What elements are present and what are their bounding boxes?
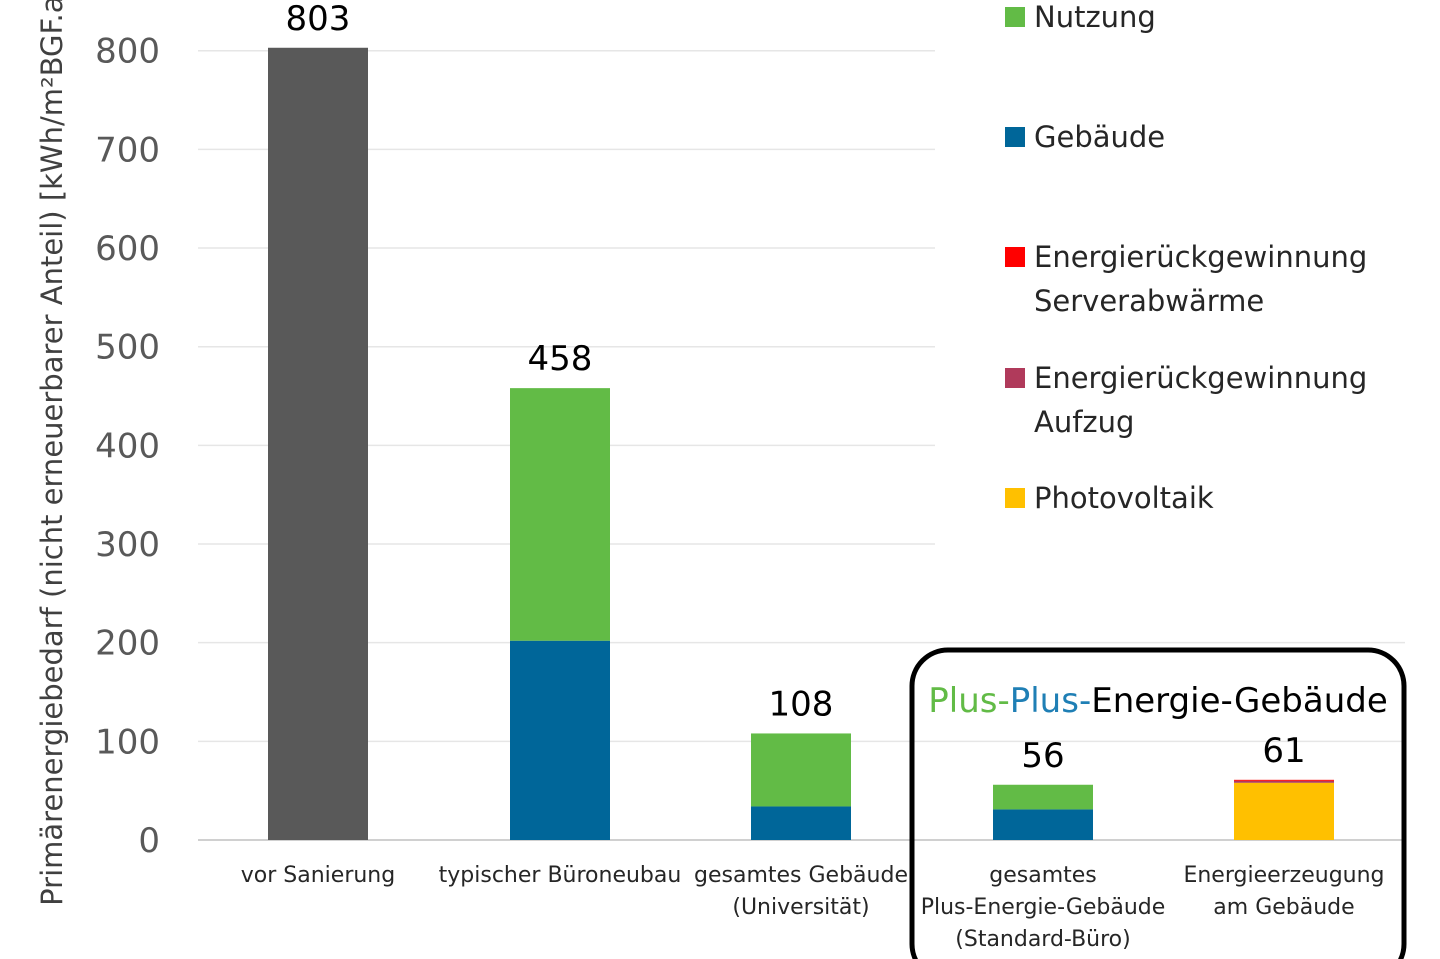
y-tick-label: 500 [95, 328, 160, 368]
y-tick-label: 800 [95, 32, 160, 72]
legend-swatch [1005, 247, 1025, 267]
legend-label: Gebäude [1034, 120, 1165, 154]
bar-segment-vor [268, 47, 368, 841]
bar-segment-gebaeude [510, 640, 610, 840]
y-tick-label: 400 [95, 426, 160, 466]
legend-swatch [1005, 368, 1025, 388]
y-tick-label: 100 [95, 722, 160, 762]
y-tick-label: 600 [95, 229, 160, 269]
category-label: Energieerzeugung [1183, 863, 1384, 888]
annotation-part: Plus- [928, 681, 1009, 721]
legend: Nutzung Gebäude Energierückgewinnung Server… [1005, 0, 1367, 515]
legend-swatch [1005, 7, 1025, 27]
bar-total-label: 803 [286, 0, 351, 39]
plus-plus-highlight-box [909, 647, 1407, 959]
legend-swatch [1005, 127, 1025, 147]
bar-total-label: 61 [1262, 731, 1305, 771]
annotation-part: Energie-Gebäude [1091, 681, 1388, 721]
annotation-part: Plus- [1010, 681, 1091, 721]
bar-segment-pv [1234, 782, 1334, 840]
bar-total-label: 458 [528, 339, 593, 379]
category-label: am Gebäude [1213, 895, 1354, 920]
category-label: (Standard-Büro) [955, 927, 1130, 952]
bar-totals: 803 458 108 56 61 [286, 0, 1306, 776]
category-label: vor Sanierung [241, 863, 395, 888]
bar-segment-gebaeude [751, 806, 851, 840]
bar-segment-aufzug [1234, 780, 1334, 783]
category-label: (Universität) [732, 895, 869, 920]
legend-label: Serverabwärme [1034, 284, 1264, 318]
category-labels: vor Sanierung typischer Büroneubau gesamte… [241, 863, 1385, 952]
category-label: gesamtes Gebäude [694, 863, 908, 888]
legend-label: Photovoltaik [1034, 481, 1214, 515]
y-axis-ticks: 0 100 200 300 400 500 600 700 800 [95, 32, 160, 861]
legend-label: Nutzung [1034, 0, 1156, 34]
bar-segment-nutzung [751, 733, 851, 807]
bar-segment-nutzung [993, 784, 1093, 810]
bar-total-label: 108 [769, 684, 834, 724]
y-tick-label: 700 [95, 130, 160, 170]
bar-segment-server [1234, 779, 1334, 781]
legend-swatch [1005, 488, 1025, 508]
legend-label: Energierückgewinnung [1034, 240, 1367, 274]
plus-plus-energie-gebaeude-label: Plus-Plus-Energie-Gebäude [928, 681, 1388, 721]
bar-segment-nutzung [510, 388, 610, 641]
y-axis-label: Primärenergiebedarf (nicht erneuerbarer … [35, 0, 69, 906]
bar-total-label: 56 [1021, 736, 1064, 776]
category-label: Plus-Energie-Gebäude [921, 895, 1166, 920]
category-label: gesamtes [989, 863, 1097, 888]
y-tick-label: 0 [138, 821, 160, 861]
y-tick-label: 200 [95, 624, 160, 664]
legend-label: Aufzug [1034, 405, 1134, 439]
y-tick-label: 300 [95, 525, 160, 565]
category-label: typischer Büroneubau [439, 863, 682, 888]
bars [268, 47, 1334, 841]
legend-label: Energierückgewinnung [1034, 361, 1367, 395]
bar-segment-gebaeude [993, 809, 1093, 840]
